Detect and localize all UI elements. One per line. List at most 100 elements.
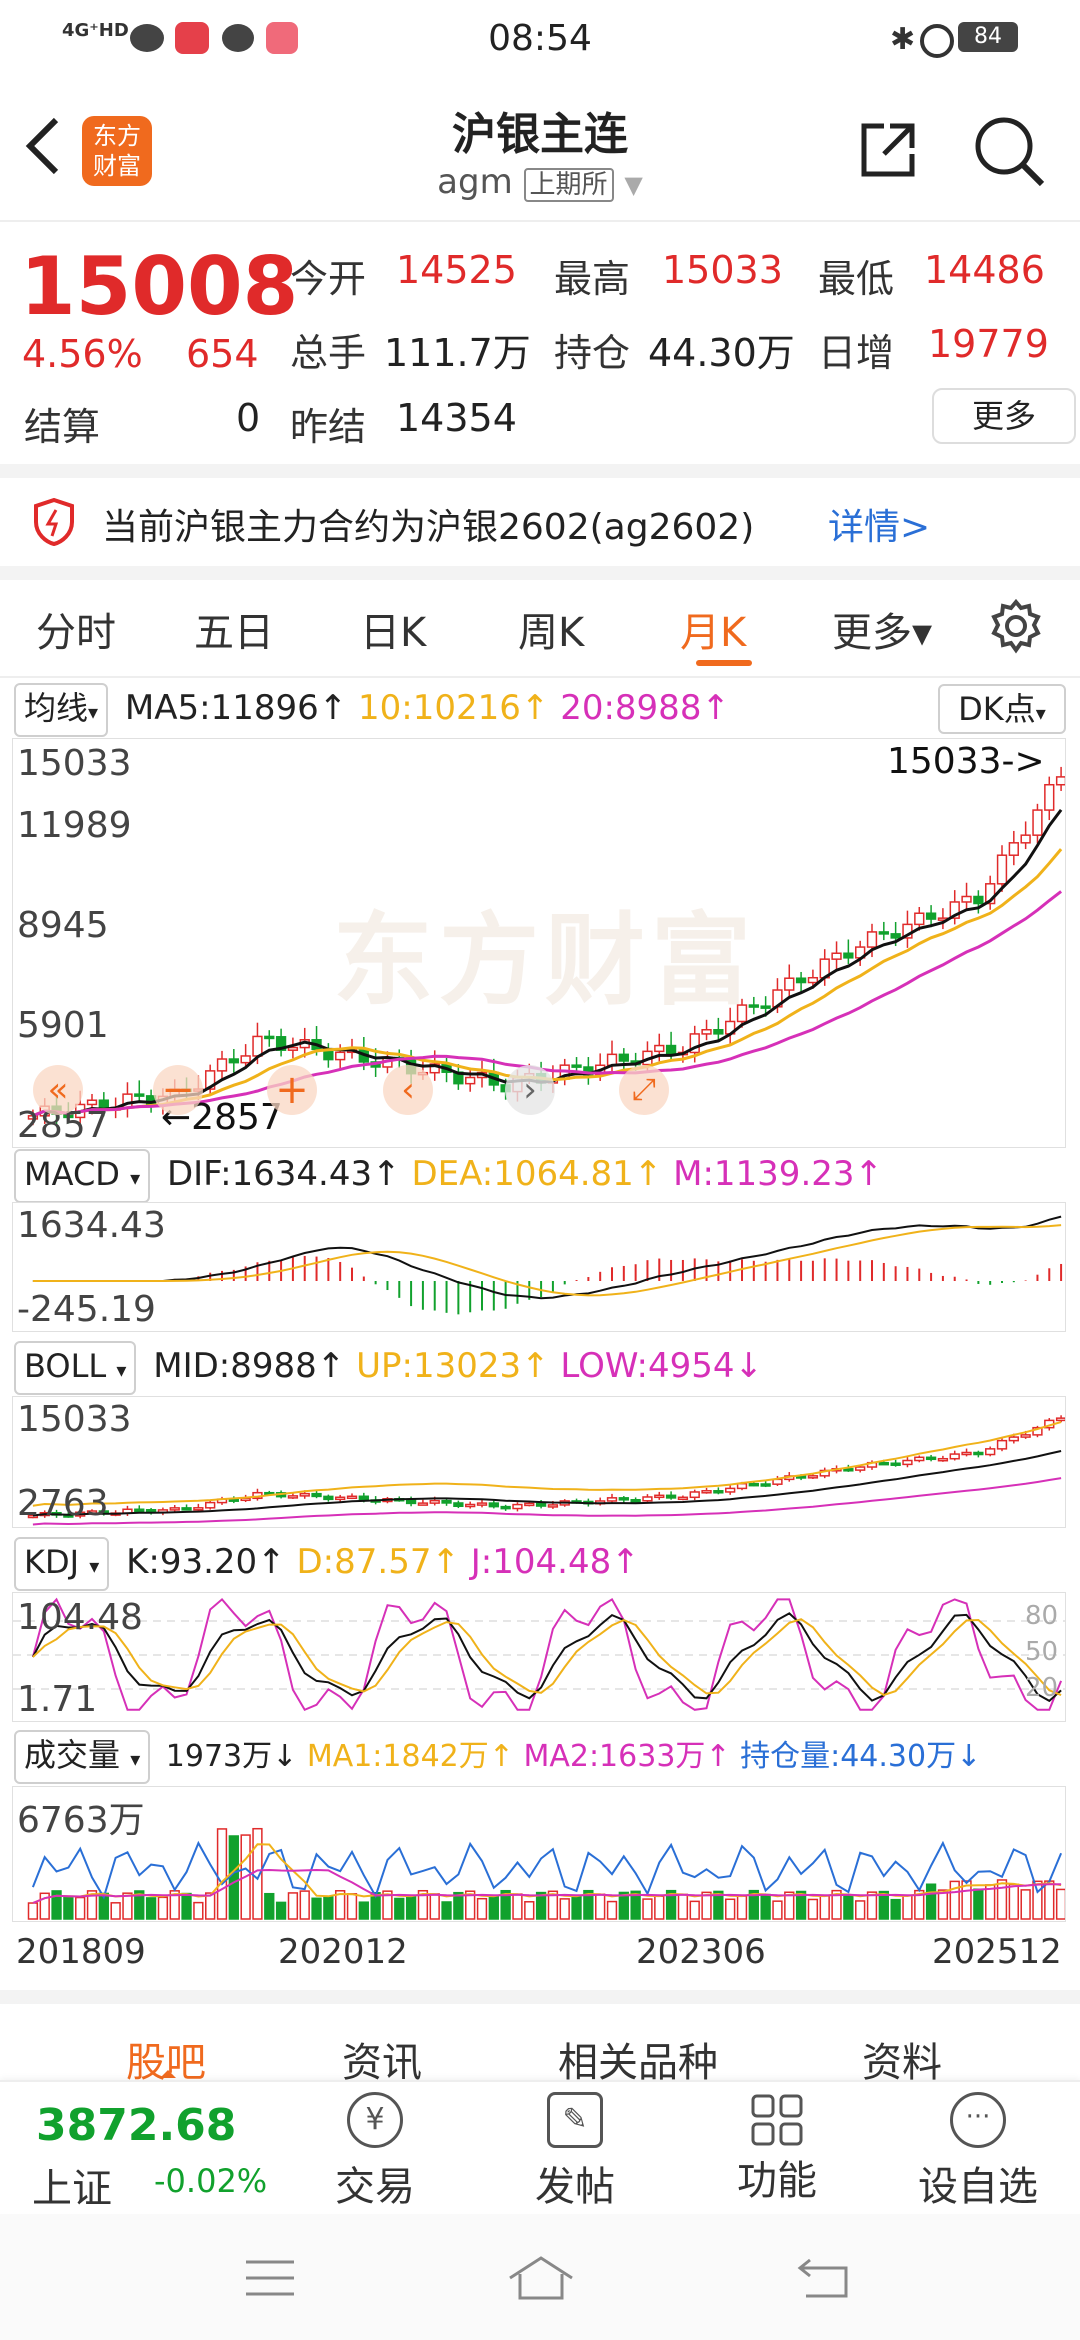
volume-indicator-row: 成交量 ▾ 1973万↓ MA1:1842万↑ MA2:1633万↑ 持仓量:4… (14, 1730, 981, 1784)
volume-bar (701, 1891, 712, 1920)
zoom-in-button[interactable]: + (267, 1065, 317, 1115)
section-divider (0, 1990, 1080, 2004)
volume-bar (961, 1880, 972, 1920)
candle-body (890, 933, 901, 939)
volume-chart[interactable]: 6763万 (12, 1786, 1066, 1922)
tab-weekly-k[interactable]: 周K (518, 610, 585, 656)
volume-bar (86, 1890, 98, 1920)
sub-tab-news[interactable]: 资讯 (342, 2040, 422, 2086)
sub-tab-related[interactable]: 相关品种 (558, 2040, 718, 2086)
boll-chart[interactable]: 15033 2763 (12, 1396, 1066, 1528)
macd-chart[interactable]: 1634.43 -245.19 (12, 1202, 1066, 1332)
candle-body (252, 1035, 263, 1057)
edit-icon: ✎ (547, 2092, 603, 2148)
tab-intraday[interactable]: 分时 (36, 610, 116, 656)
wechat-icon (130, 24, 164, 52)
volume-bar (949, 1880, 960, 1920)
candle-body (205, 1070, 216, 1090)
search-icon[interactable] (972, 114, 1046, 188)
post-button[interactable]: ✎ 发帖 (520, 2092, 630, 2212)
notice-detail-link[interactable]: 详情> (828, 507, 931, 548)
volume-selector[interactable]: 成交量 ▾ (14, 1730, 151, 1784)
kdj-selector[interactable]: KDJ ▾ (14, 1537, 110, 1591)
candle-body (441, 1499, 452, 1504)
tab-more[interactable]: 更多▾ (832, 610, 933, 656)
macd-selector[interactable]: MACD ▾ (14, 1149, 151, 1203)
volume-bars (27, 1827, 1065, 1920)
kdj-svg (13, 1597, 1065, 1712)
volume-bar (807, 1898, 819, 1920)
volume-bar (630, 1890, 641, 1920)
volume-selector-label: 成交量 (24, 1736, 121, 1774)
volume-bar (1055, 1888, 1065, 1920)
y-label-2: 11989 (17, 805, 132, 846)
volume-bar (228, 1835, 239, 1920)
candle-body (1020, 834, 1031, 844)
step-left-button[interactable]: ‹ (383, 1065, 433, 1115)
back-icon[interactable] (796, 2256, 850, 2300)
candle-body (784, 977, 795, 991)
ma-selector[interactable]: 均线▾ (14, 683, 109, 737)
volume-bar (122, 1892, 133, 1920)
candle-body (512, 1503, 523, 1510)
zoom-out-button[interactable]: − (153, 1065, 203, 1115)
trade-button[interactable]: ¥ 交易 (320, 2092, 430, 2212)
candle-body (914, 912, 925, 926)
tab-daily-k[interactable]: 日K (360, 610, 427, 656)
kdj-level-50: 50 (1025, 1637, 1059, 1667)
volume-bar (323, 1896, 334, 1920)
dea-line (32, 1224, 1062, 1297)
volume-bar (299, 1890, 310, 1920)
candle-body (429, 1063, 440, 1074)
prev-settle-value: 14354 (396, 396, 517, 440)
candle-body (713, 1490, 724, 1494)
candle-body (713, 1029, 724, 1035)
max-price-label: 15033-> (887, 741, 1045, 782)
volume-bar (725, 1898, 736, 1920)
app-notif-icon (175, 22, 209, 54)
fullscreen-button[interactable]: ⤢ (619, 1065, 669, 1115)
macd-indicator-row: MACD ▾ DIF:1634.43↑ DEA:1064.81↑ M:1139.… (14, 1148, 883, 1203)
sub-tab-guba[interactable]: 股吧 (126, 2040, 206, 2086)
function-button[interactable]: 功能 (722, 2092, 832, 2206)
volume-bar (831, 1889, 842, 1920)
add-watchlist-button[interactable]: ··· 设自选 (908, 2092, 1048, 2212)
candle-body (323, 1495, 334, 1501)
share-icon[interactable] (856, 118, 920, 182)
step-right-button[interactable]: › (505, 1065, 555, 1115)
macd-bars (173, 1255, 1063, 1315)
back-arrow-icon[interactable] (22, 116, 62, 176)
tab-five-day[interactable]: 五日 (194, 610, 274, 656)
candle-body (453, 1502, 464, 1508)
code-text: agm (437, 162, 513, 202)
index-value[interactable]: 3872.68 (36, 2100, 237, 2151)
tab-monthly-k[interactable]: 月K (680, 610, 747, 656)
volume-bar (311, 1897, 322, 1920)
sub-tab-info[interactable]: 资料 (862, 2040, 942, 2086)
high-label: 最高 (554, 257, 631, 301)
notice-bar[interactable]: 当前沪银主力合约为沪银2602(ag2602) 详情> (0, 478, 1080, 566)
menu-icon[interactable] (244, 2258, 296, 2298)
ma-indicator-row: 均线▾ MA5:11896↑ 10:10216↑ 20:8988↑ (14, 682, 730, 737)
volume-bar (335, 1890, 346, 1920)
dk-point-button[interactable]: DK点▾ (938, 684, 1066, 734)
candle-body (240, 1055, 251, 1064)
home-icon[interactable] (506, 2254, 576, 2302)
candle-body (476, 1502, 488, 1506)
candle-body (169, 1507, 180, 1511)
candle-body (1008, 1436, 1019, 1442)
candle-body (630, 1499, 641, 1503)
more-button[interactable]: 更多 (932, 388, 1076, 444)
volume-bar (63, 1896, 74, 1920)
low-value: 14486 (924, 248, 1045, 292)
exchange-badge: 上期所 (523, 168, 614, 202)
boll-selector[interactable]: BOLL ▾ (14, 1341, 137, 1395)
main-chart[interactable]: 东方财富 15033 11989 8945 5901 2857 15033-> … (12, 738, 1066, 1148)
scroll-left-button[interactable]: « (33, 1065, 83, 1115)
kdj-chart[interactable]: 104.48 1.71 80 50 20 (12, 1592, 1066, 1722)
kdj-indicator-row: KDJ ▾ K:93.20↑ D:87.57↑ J:104.48↑ (14, 1536, 640, 1591)
settings-gear-icon[interactable] (988, 598, 1044, 654)
contract-code[interactable]: agm 上期所 ▼ (0, 162, 1080, 202)
volume-bar (890, 1898, 901, 1920)
candle-body (1008, 842, 1019, 856)
